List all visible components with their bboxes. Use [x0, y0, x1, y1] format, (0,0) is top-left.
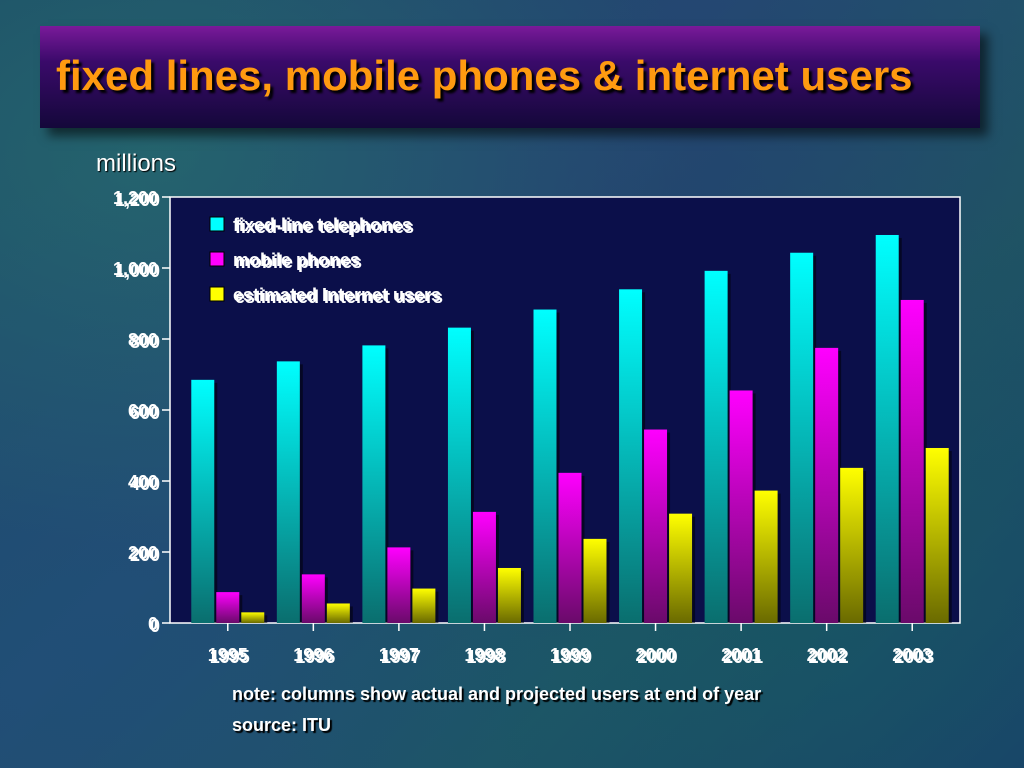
svg-text:fixed-line telephones: fixed-line telephones: [235, 217, 414, 237]
y-tick-label: 400: [128, 472, 158, 492]
bar-mobile-2000: [644, 429, 668, 623]
svg-text:600: 600: [130, 403, 160, 423]
bar-internet-2002: [840, 467, 864, 623]
bar-fixed-1995: [191, 379, 215, 623]
x-tick-label: 2001: [721, 645, 761, 665]
svg-text:200: 200: [130, 545, 160, 565]
legend-label: estimated Internet users: [233, 285, 441, 305]
bar-internet-2001: [754, 490, 778, 623]
bar-mobile-2002: [815, 347, 839, 623]
title-banner: [40, 26, 980, 128]
legend-swatch: [209, 251, 225, 267]
svg-text:mobile phones: mobile phones: [235, 252, 362, 272]
legend-label: mobile phones: [233, 250, 360, 270]
bar-mobile-1998: [472, 511, 496, 623]
x-tick-label: 1996: [293, 645, 333, 665]
svg-text:800: 800: [130, 332, 160, 352]
bar-mobile-2003: [900, 299, 924, 623]
bar-fixed-1998: [447, 327, 471, 623]
svg-text:1,000: 1,000: [115, 261, 160, 281]
units-label: millions: [96, 150, 177, 177]
bar-mobile-1995: [216, 592, 240, 623]
bar-fixed-2000: [619, 289, 643, 623]
bar-mobile-1997: [387, 547, 411, 623]
x-tick-label: 1997: [379, 645, 419, 665]
bar-fixed-1996: [276, 361, 300, 623]
y-tick-label: 800: [128, 330, 158, 350]
bar-fixed-1997: [362, 345, 386, 623]
x-tick-label: 1995: [208, 645, 248, 665]
y-tick-label: 1,200: [113, 188, 158, 208]
svg-text:1,200: 1,200: [115, 190, 160, 210]
bar-fixed-2002: [790, 252, 814, 624]
svg-text:2003: 2003: [894, 647, 934, 667]
y-tick-label: 0: [148, 614, 158, 634]
legend-swatch: [209, 286, 225, 302]
legend-swatch: [209, 216, 225, 232]
y-tick-label: 200: [128, 543, 158, 563]
bar-fixed-2001: [704, 270, 728, 623]
bar-internet-1999: [583, 538, 607, 623]
bar-internet-1997: [412, 588, 436, 623]
svg-text:2002: 2002: [809, 647, 849, 667]
svg-text:2000: 2000: [638, 647, 678, 667]
bar-fixed-1999: [533, 309, 557, 623]
legend-label: fixed-line telephones: [233, 215, 412, 235]
bar-mobile-1999: [558, 472, 582, 623]
bar-fixed-2003: [875, 234, 899, 624]
x-tick-label: 2000: [636, 645, 676, 665]
svg-text:400: 400: [130, 474, 160, 494]
x-tick-label: 1998: [464, 645, 504, 665]
x-tick-label: 2002: [807, 645, 847, 665]
source-text: source: ITU: [232, 715, 332, 735]
chart-title: fixed lines, mobile phones & internet us…: [56, 52, 913, 99]
svg-text:0: 0: [150, 616, 160, 636]
y-tick-label: 1,000: [113, 259, 158, 279]
x-tick-label: 1999: [550, 645, 590, 665]
bar-mobile-2001: [729, 390, 753, 623]
bar-internet-2000: [669, 513, 693, 623]
bar-mobile-1996: [301, 574, 325, 623]
bar-internet-1995: [241, 612, 265, 623]
bar-internet-1998: [497, 567, 521, 623]
bar-internet-1996: [326, 603, 350, 623]
note-text: note: columns show actual and projected …: [232, 684, 762, 704]
svg-text:1998: 1998: [466, 647, 506, 667]
svg-text:1996: 1996: [295, 647, 335, 667]
svg-text:2001: 2001: [723, 647, 763, 667]
svg-text:1999: 1999: [552, 647, 592, 667]
y-tick-label: 600: [128, 401, 158, 421]
svg-text:estimated Internet users: estimated Internet users: [235, 287, 443, 307]
svg-text:1995: 1995: [210, 647, 250, 667]
bar-internet-2003: [925, 447, 949, 623]
x-tick-label: 2003: [892, 645, 932, 665]
svg-text:1997: 1997: [381, 647, 421, 667]
